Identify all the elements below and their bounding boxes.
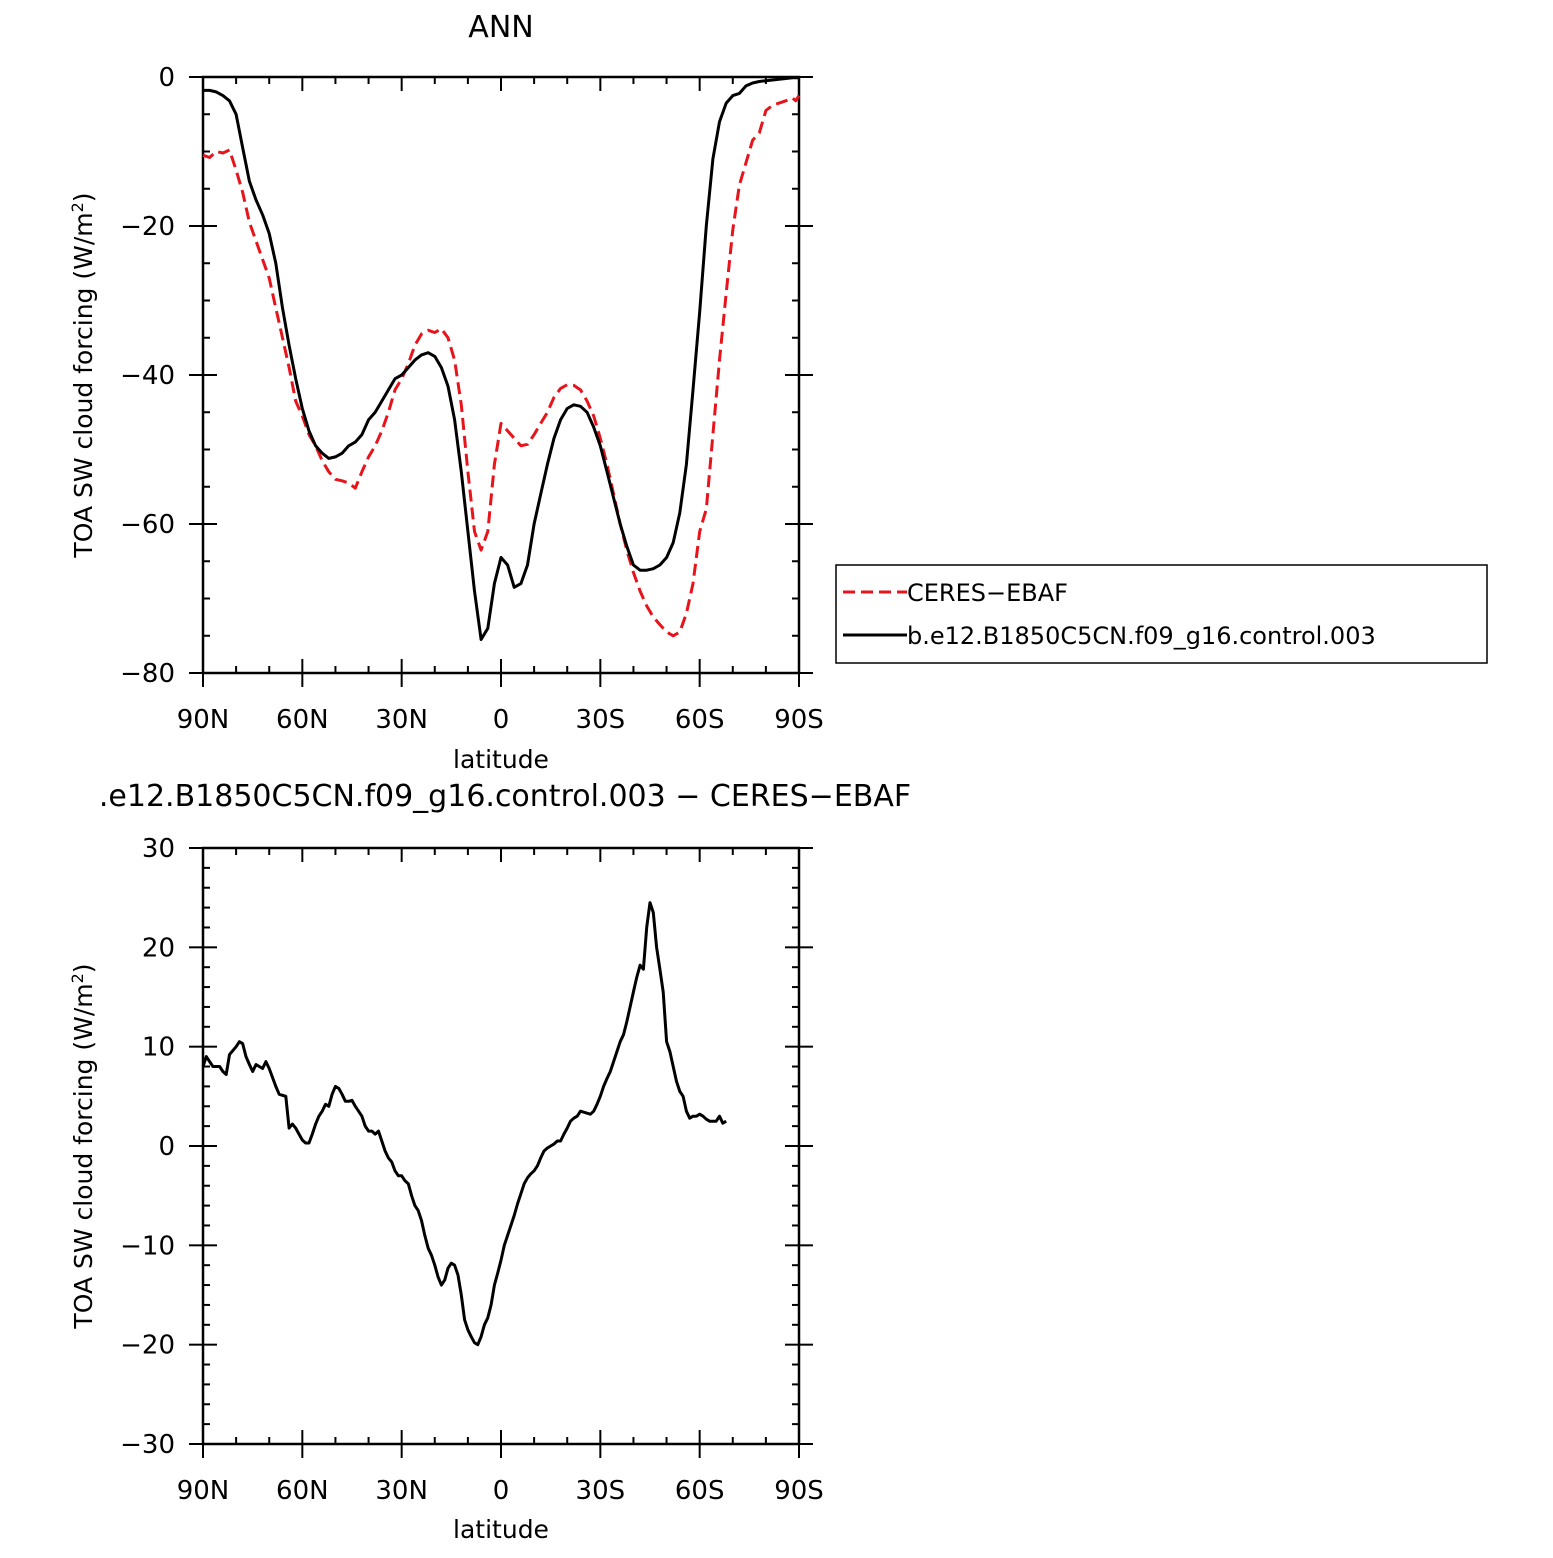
bottom-ticks xyxy=(189,847,813,1458)
bottom-plot-title: .e12.B1850C5CN.f09_g16.control.003 − CER… xyxy=(99,779,911,814)
bottom-series-group xyxy=(201,901,727,1347)
top-series-group xyxy=(202,76,801,641)
top-y-axis-title-main: TOA SW cloud forcing (W/m xyxy=(69,212,98,558)
difference-series-line xyxy=(201,901,727,1347)
top-x-tick-labels: 90N 60N 30N 0 30S 60S 90S xyxy=(177,705,824,735)
bottom-y-axis-title-main: TOA SW cloud forcing (W/m xyxy=(69,983,98,1329)
y-tick-label: 20 xyxy=(142,933,175,963)
x-tick-label: 90S xyxy=(774,1476,824,1506)
bottom-plot-frame xyxy=(201,846,801,1446)
obs-series-line xyxy=(202,94,801,638)
y-tick-label: −10 xyxy=(120,1231,175,1261)
y-tick-label: −40 xyxy=(120,361,175,391)
bottom-y-axis-title-close: ) xyxy=(69,963,98,973)
top-y-axis-title: TOA SW cloud forcing (W/m2) xyxy=(68,192,99,558)
x-tick-label: 60N xyxy=(276,1476,329,1506)
top-x-axis-title: latitude xyxy=(453,745,549,774)
legend-model-label: b.e12.B1850C5CN.f09_g16.control.003 xyxy=(907,622,1376,650)
x-tick-label: 60S xyxy=(675,705,725,735)
top-plot-frame xyxy=(201,75,801,675)
bottom-y-tick-labels: 30 20 10 0 −10 −20 −30 xyxy=(120,834,175,1460)
y-tick-label: 10 xyxy=(142,1033,175,1063)
x-tick-label: 30S xyxy=(576,1476,626,1506)
top-panel: ANN 90N 60N 30N 0 30S 60S 90S 0 −20 −40 −60 −80 la… xyxy=(68,10,824,774)
x-tick-label: 0 xyxy=(493,705,510,735)
y-tick-label: −60 xyxy=(120,510,175,540)
legend: CERES−EBAF b.e12.B1850C5CN.f09_g16.contr… xyxy=(835,564,1488,664)
y-tick-label: −20 xyxy=(120,1331,175,1361)
y-tick-label: 0 xyxy=(158,63,175,93)
top-y-tick-labels: 0 −20 −40 −60 −80 xyxy=(120,63,175,689)
x-tick-label: 90S xyxy=(774,705,824,735)
model-series-line xyxy=(203,76,799,641)
y-tick-label: −80 xyxy=(120,659,175,689)
y-tick-label: −20 xyxy=(120,212,175,242)
bottom-y-axis-title-sup: 2 xyxy=(68,973,87,983)
top-ticks xyxy=(189,76,813,687)
x-tick-label: 0 xyxy=(493,1476,510,1506)
legend-obs-label: CERES−EBAF xyxy=(907,579,1068,607)
x-tick-label: 60N xyxy=(276,705,329,735)
x-tick-label: 90N xyxy=(177,705,230,735)
y-tick-label: 30 xyxy=(142,834,175,864)
x-tick-label: 30N xyxy=(375,1476,428,1506)
bottom-panel: .e12.B1850C5CN.f09_g16.control.003 − CER… xyxy=(68,779,912,1544)
top-y-axis-title-sup: 2 xyxy=(68,202,87,212)
top-y-axis-title-close: ) xyxy=(69,192,98,202)
bottom-x-tick-labels: 90N 60N 30N 0 30S 60S 90S xyxy=(177,1476,824,1506)
top-plot-title: ANN xyxy=(468,10,533,45)
x-tick-label: 30S xyxy=(576,705,626,735)
x-tick-label: 60S xyxy=(675,1476,725,1506)
x-tick-label: 30N xyxy=(375,705,428,735)
x-tick-label: 90N xyxy=(177,1476,230,1506)
bottom-x-axis-title: latitude xyxy=(453,1515,549,1544)
bottom-y-axis-title: TOA SW cloud forcing (W/m2) xyxy=(68,963,99,1329)
y-tick-label: −30 xyxy=(120,1430,175,1460)
legend-box xyxy=(835,564,1488,664)
y-tick-label: 0 xyxy=(158,1132,175,1162)
